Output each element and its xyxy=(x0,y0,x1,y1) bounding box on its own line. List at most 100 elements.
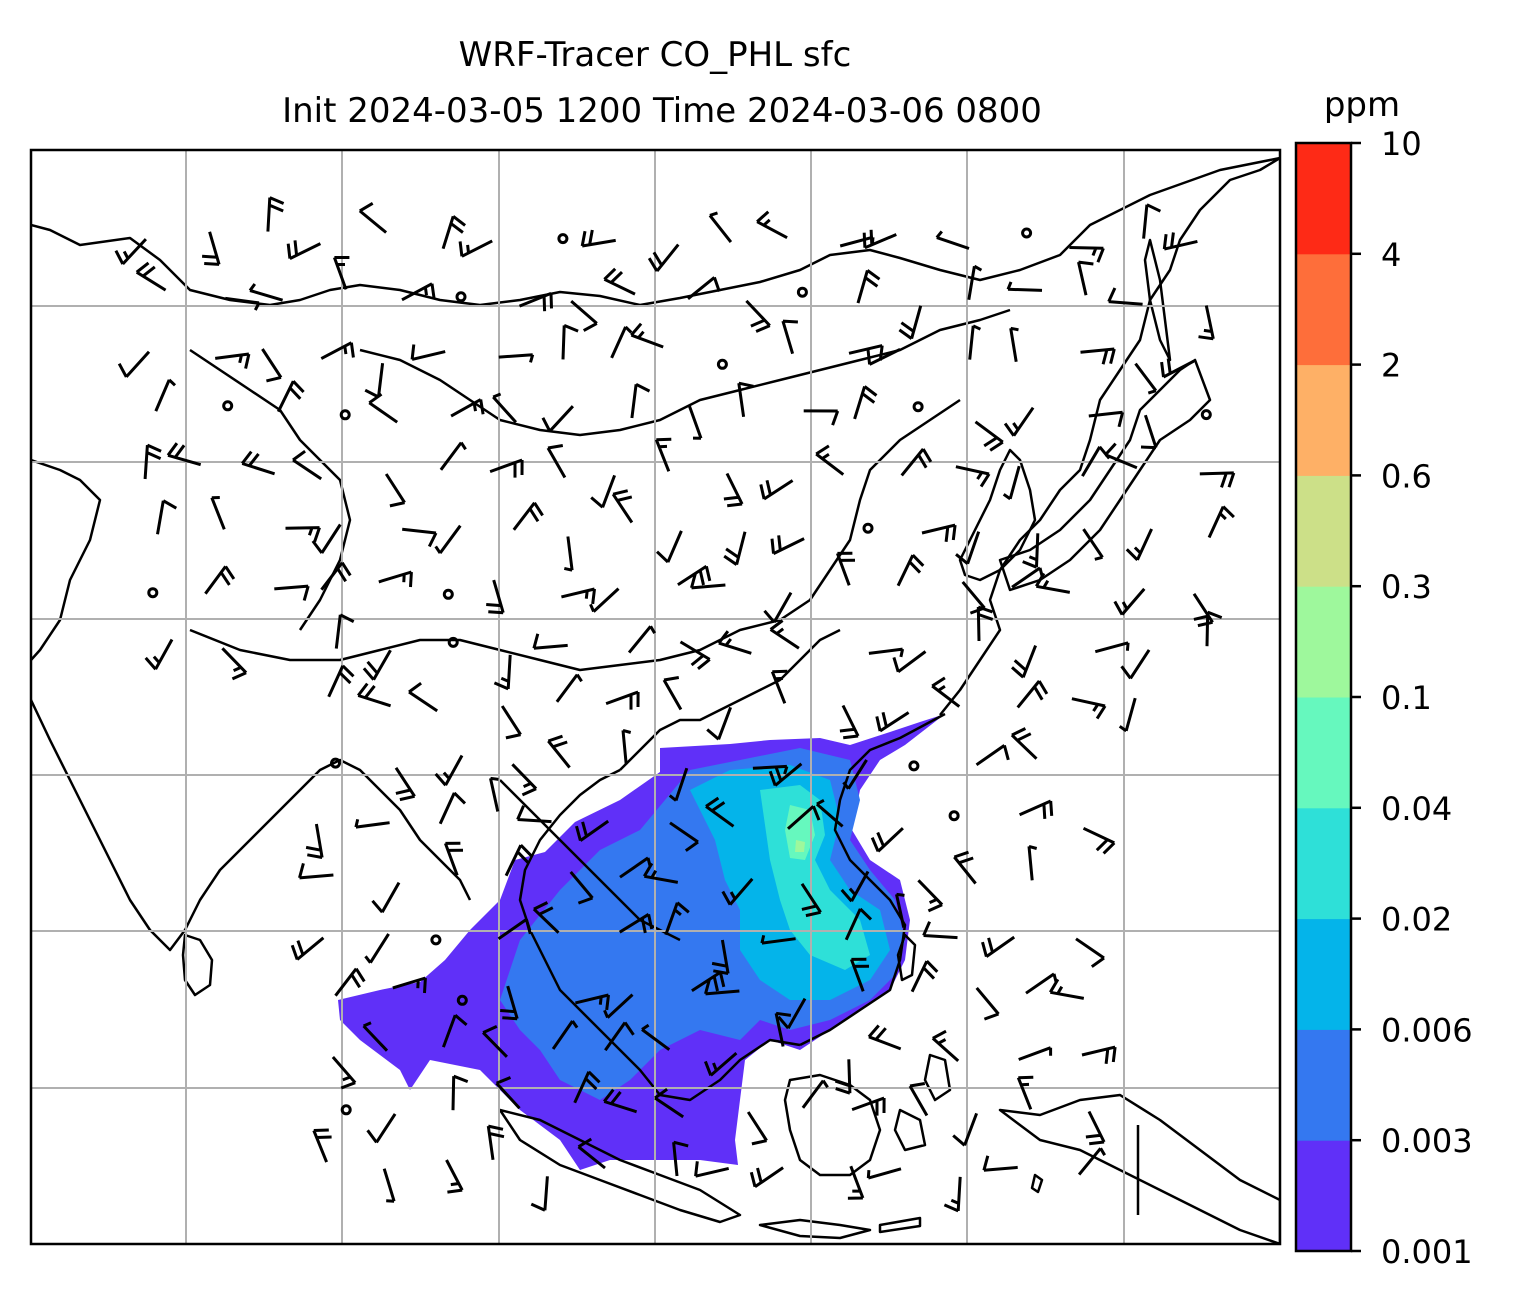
wind-barb xyxy=(497,918,532,941)
wind-barb xyxy=(868,647,905,658)
concentration-level-004 xyxy=(785,805,815,860)
wind-barb xyxy=(368,392,399,424)
wind-barb xyxy=(334,613,355,649)
wind-barb xyxy=(561,324,579,360)
wind-barb xyxy=(896,554,925,587)
wind-barb xyxy=(603,993,634,1019)
wind-barb xyxy=(135,261,167,292)
wind-barb xyxy=(955,531,981,565)
calm-wind-marker xyxy=(442,588,454,600)
wind-barb xyxy=(512,501,544,531)
wind-barb xyxy=(1077,260,1094,296)
wind-barb xyxy=(204,565,236,595)
wind-barb xyxy=(976,605,994,642)
wind-barb xyxy=(504,844,533,877)
colorbar-segment xyxy=(1296,586,1351,698)
wind-barb xyxy=(1016,1075,1034,1110)
wind-barb xyxy=(443,841,464,876)
coast-korea xyxy=(958,448,1037,582)
wind-barb xyxy=(982,1155,1018,1172)
calm-wind-marker xyxy=(862,522,874,534)
colorbar-tick-label: 0.6 xyxy=(1381,457,1432,495)
coast-sakhalin xyxy=(1143,238,1172,362)
wind-barb xyxy=(749,1166,784,1189)
calm-wind-marker xyxy=(147,587,159,599)
title-line2: Init 2024-03-05 1200 Time 2024-03-06 080… xyxy=(282,91,1042,131)
wind-barb xyxy=(955,465,991,488)
border-interior-4 xyxy=(619,628,841,771)
calm-wind-marker xyxy=(716,358,728,370)
wind-barb xyxy=(210,496,226,530)
wind-barb xyxy=(1085,1110,1106,1146)
wind-barb xyxy=(630,382,651,419)
wind-barb xyxy=(672,1140,689,1177)
calm-wind-marker xyxy=(330,757,341,769)
wind-barb xyxy=(1207,505,1235,539)
wind-barb xyxy=(575,819,610,842)
colorbar-tick-label: 0.1 xyxy=(1381,679,1432,717)
map-frame xyxy=(29,148,1282,1246)
wind-barb xyxy=(968,324,982,360)
wind-barb xyxy=(575,993,610,1011)
wind-barb xyxy=(378,570,413,588)
wind-barb xyxy=(1022,533,1040,569)
coast-sri-lanka xyxy=(181,933,214,997)
wind-barb xyxy=(967,264,983,301)
wind-barb xyxy=(331,1056,357,1090)
wind-barb xyxy=(261,348,283,383)
wind-barb xyxy=(292,449,323,481)
wind-barb xyxy=(248,283,284,302)
wind-barb xyxy=(1018,799,1054,819)
wind-barb xyxy=(1118,697,1137,733)
wind-barb xyxy=(737,381,754,418)
wind-barb xyxy=(489,458,524,478)
wind-barb xyxy=(842,759,868,790)
wind-barb xyxy=(1071,697,1107,720)
wind-barb xyxy=(563,536,574,572)
wind-barb xyxy=(1199,471,1236,488)
wind-barb xyxy=(401,282,436,302)
coast-taiwan xyxy=(896,933,917,982)
wind-barb xyxy=(320,561,352,591)
wind-barb xyxy=(1080,347,1116,365)
wind-barb xyxy=(760,934,796,945)
wind-barb xyxy=(834,1059,852,1095)
wind-barb xyxy=(1016,680,1049,709)
wind-barb xyxy=(274,584,310,601)
wind-barb xyxy=(704,979,740,996)
wind-barb xyxy=(610,325,633,359)
wind-barb xyxy=(489,776,500,812)
calm-wind-marker xyxy=(456,994,468,1006)
wind-barb xyxy=(1006,281,1043,292)
wind-barb xyxy=(371,881,401,914)
wind-barb xyxy=(975,986,1000,1021)
wind-barb xyxy=(908,1082,929,1117)
wind-barb xyxy=(603,267,636,296)
colorbar-segment xyxy=(1296,475,1351,587)
wind-barbs-layer xyxy=(114,196,1236,1213)
wind-barb xyxy=(358,202,388,234)
wind-barb xyxy=(953,850,977,885)
wind-barb xyxy=(943,1176,962,1213)
wind-barb xyxy=(668,767,689,802)
wind-barb xyxy=(1107,287,1143,306)
calm-wind-marker xyxy=(912,401,924,413)
wind-barb xyxy=(569,870,594,905)
colorbar-segment xyxy=(1296,807,1351,920)
wind-barb xyxy=(493,654,512,691)
colorbar-segment xyxy=(1296,1140,1351,1252)
calm-wind-marker xyxy=(908,760,920,772)
wind-barb xyxy=(1011,645,1037,679)
wind-barb xyxy=(717,630,752,655)
wind-barb xyxy=(1162,232,1198,251)
wind-barb xyxy=(498,353,535,363)
wind-barb xyxy=(570,299,598,332)
wind-barb xyxy=(362,1021,389,1052)
wind-barb xyxy=(1049,978,1085,1000)
wind-barb xyxy=(541,405,575,433)
wind-barb xyxy=(688,405,703,440)
wind-barb xyxy=(215,352,251,369)
wind-barb xyxy=(511,763,538,797)
wind-barb xyxy=(618,913,654,934)
wind-barb xyxy=(917,879,944,913)
